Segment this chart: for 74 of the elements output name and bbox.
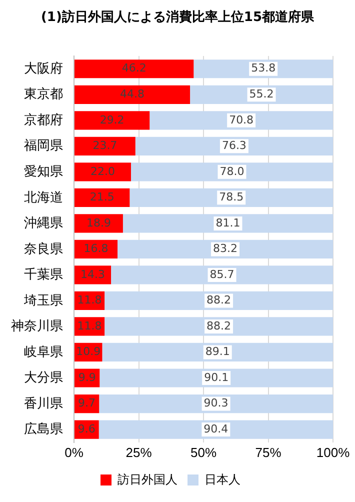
legend-label: 日本人 (204, 472, 240, 486)
x-tick-label: 100% (316, 444, 350, 460)
data-label: 9.9 (78, 370, 96, 384)
data-label: 70.8 (229, 113, 254, 126)
bar (74, 136, 136, 156)
data-label: 55.2 (249, 88, 274, 100)
data-label: 29.2 (100, 113, 124, 126)
bar (104, 291, 333, 310)
y-tick-label: 北海道 (24, 189, 63, 204)
data-label: 23.7 (92, 139, 118, 152)
bar (130, 162, 333, 182)
data-label: 88.2 (206, 294, 232, 307)
data-label: 78.5 (219, 190, 244, 204)
bar (118, 240, 333, 259)
y-tick-label: 大阪府 (24, 60, 63, 76)
bar (135, 136, 333, 156)
bar (74, 85, 190, 104)
bar (74, 60, 194, 78)
bar (104, 317, 333, 336)
bar (74, 214, 123, 233)
y-tick-label: 京都府 (24, 112, 63, 127)
y-tick-label: 愛知県 (24, 164, 63, 178)
data-label: 88.2 (206, 319, 232, 332)
data-label: 11.8 (77, 294, 102, 307)
y-tick-label: 千葉県 (24, 266, 63, 282)
data-label: 76.3 (222, 139, 246, 152)
data-label: 83.2 (213, 242, 238, 256)
data-label: 85.7 (210, 268, 234, 281)
bar (102, 342, 333, 362)
data-label: 46.2 (122, 62, 146, 75)
x-tick-label: 75% (255, 444, 282, 460)
bar (74, 266, 112, 284)
data-label: 89.1 (205, 345, 230, 358)
data-label: 78.0 (220, 164, 244, 178)
data-label: 90.3 (204, 396, 228, 410)
data-label: 21.5 (90, 190, 114, 204)
y-tick-label: 沖縄県 (24, 215, 63, 230)
y-tick-label: 東京都 (24, 86, 63, 102)
data-label: 44.8 (120, 88, 145, 100)
bar (130, 188, 333, 207)
y-tick-label: 神奈川県 (11, 318, 63, 334)
chart-title: (1)訪日外国人による消費比率上位15都道府県 (40, 8, 316, 26)
x-tick-label: 25% (126, 444, 152, 460)
data-label: 11.8 (77, 319, 102, 332)
bar (98, 420, 333, 439)
data-label: 16.8 (84, 242, 108, 256)
data-label: 53.8 (251, 62, 276, 75)
data-label: 10.9 (76, 345, 101, 358)
data-label: 9.7 (78, 396, 96, 410)
legend-label: 訪日外国人 (118, 472, 178, 486)
data-label: 90.1 (204, 370, 229, 384)
y-tick-label: 奈良県 (24, 240, 63, 256)
y-tick-label: 岐阜県 (24, 344, 63, 359)
y-tick-label: 大分県 (24, 370, 63, 385)
bar (74, 111, 150, 130)
bar (122, 214, 333, 233)
bar (100, 368, 333, 388)
y-tick-label: 埼玉県 (23, 292, 63, 308)
y-tick-label: 福岡県 (24, 138, 63, 153)
data-label: 81.1 (216, 216, 240, 230)
data-label: 90.4 (204, 422, 228, 436)
data-label: 14.3 (80, 268, 106, 281)
y-tick-label: 香川県 (24, 395, 63, 410)
y-tick-label: 広島県 (24, 421, 63, 436)
bar (74, 188, 130, 207)
data-label: 22.0 (90, 164, 115, 178)
data-label: 18.9 (86, 216, 111, 230)
x-tick-label: 50% (190, 444, 217, 460)
data-label: 9.6 (78, 422, 96, 436)
x-tick-label: 0% (64, 444, 84, 460)
bar (74, 162, 131, 182)
bar (150, 111, 333, 130)
bar (111, 266, 333, 284)
bar (99, 394, 333, 414)
